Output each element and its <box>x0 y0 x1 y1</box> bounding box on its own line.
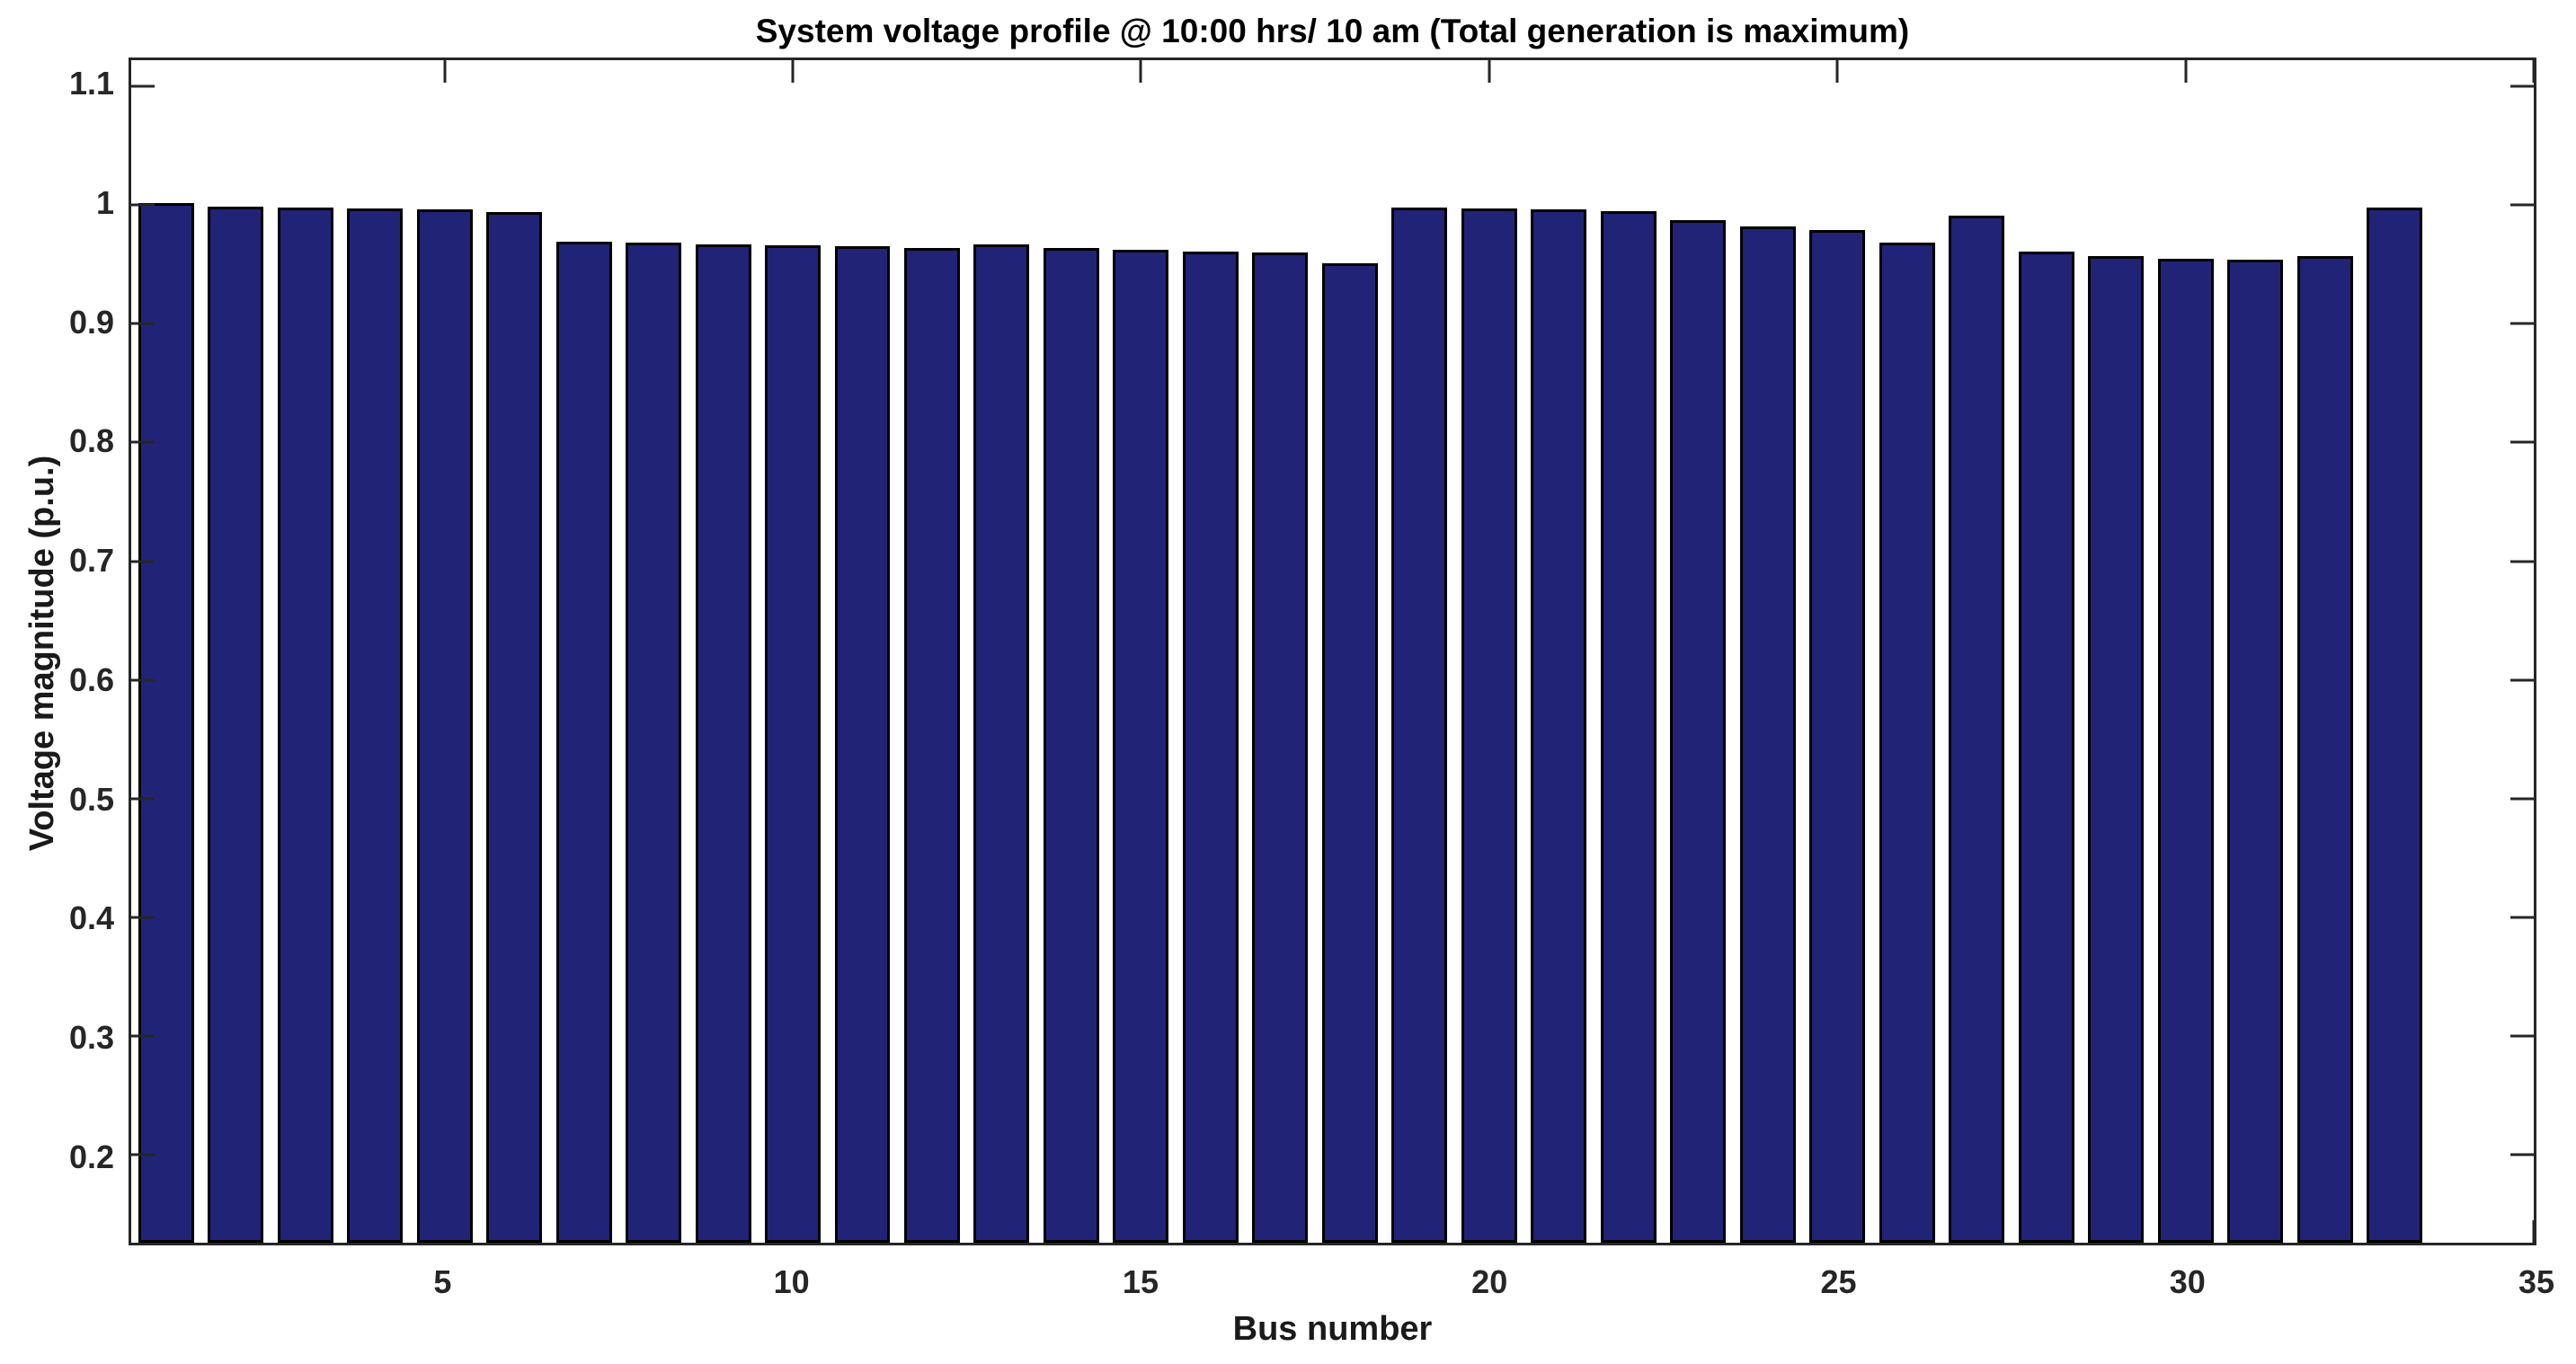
x-tick-label: 15 <box>1122 1263 1159 1300</box>
bar-bus-28 <box>2018 251 2074 1243</box>
bar-bus-19 <box>1391 207 1448 1243</box>
x-tick-label: 30 <box>2169 1263 2206 1300</box>
x-tick-mark <box>2532 1220 2536 1243</box>
x-tick-label: 35 <box>2518 1263 2555 1300</box>
bar-bus-6 <box>486 212 543 1243</box>
x-tick-mark <box>2184 60 2188 83</box>
bar-bus-14 <box>1043 247 1099 1243</box>
x-tick-label: 5 <box>433 1263 452 1300</box>
y-tick-label: 0.5 <box>68 780 114 818</box>
y-tick-mark <box>2510 560 2534 563</box>
bar-bus-30 <box>2157 258 2214 1243</box>
bar-bus-21 <box>1531 209 1587 1243</box>
bar-bus-24 <box>1739 226 1796 1243</box>
bar-bus-8 <box>626 243 682 1243</box>
y-tick-labels: 0.2 0.3 0.4 0.5 0.6 0.7 0.8 0.9 1 1.1 <box>0 0 114 1364</box>
bar-bus-31 <box>2227 259 2284 1243</box>
bar-bus-5 <box>416 209 473 1243</box>
y-tick-mark <box>2510 1153 2534 1156</box>
y-tick-label: 0.7 <box>68 542 114 580</box>
y-tick-mark <box>2510 678 2534 682</box>
x-tick-mark <box>1488 60 1491 83</box>
bar-bus-3 <box>277 207 333 1243</box>
y-tick-mark <box>131 1153 155 1156</box>
chart-title: System voltage profile @ 10:00 hrs/ 10 a… <box>755 13 1910 49</box>
bar-bus-26 <box>1879 243 1935 1243</box>
y-tick-label: 1 <box>95 183 114 221</box>
bar-bus-4 <box>347 208 404 1243</box>
bar-bus-12 <box>904 247 960 1243</box>
y-tick-mark <box>131 322 155 325</box>
x-tick-mark <box>1835 60 1839 83</box>
y-tick-label: 0.3 <box>68 1019 114 1057</box>
bar-bus-9 <box>695 244 751 1243</box>
bar-bus-25 <box>1809 229 1866 1243</box>
x-tick-mark <box>443 60 447 83</box>
y-tick-mark <box>2510 916 2534 919</box>
y-tick-label: 1.1 <box>68 65 114 102</box>
bar-bus-11 <box>834 246 891 1243</box>
bar-bus-16 <box>1182 251 1239 1243</box>
y-tick-mark <box>131 678 155 682</box>
x-tick-mark <box>2532 60 2536 83</box>
y-tick-label: 0.2 <box>68 1138 114 1175</box>
y-tick-label: 0.9 <box>68 303 114 341</box>
bar-bus-13 <box>973 244 1030 1243</box>
x-tick-mark <box>1139 60 1142 83</box>
y-tick-mark <box>131 440 155 444</box>
y-tick-mark <box>131 84 155 88</box>
bar-bus-1 <box>138 202 194 1243</box>
y-tick-mark <box>2510 203 2534 207</box>
plot-area <box>129 58 2536 1245</box>
y-tick-mark <box>131 797 155 801</box>
y-tick-mark <box>2510 322 2534 325</box>
y-tick-mark <box>2510 1034 2534 1038</box>
bar-bus-17 <box>1252 252 1309 1243</box>
bar-bus-15 <box>1113 250 1169 1243</box>
y-tick-mark <box>131 1034 155 1038</box>
y-tick-mark <box>131 203 155 207</box>
x-tick-label: 10 <box>773 1263 810 1300</box>
bar-bus-10 <box>765 245 822 1243</box>
bar-bus-22 <box>1600 210 1657 1243</box>
bar-bus-29 <box>2088 256 2145 1243</box>
bar-bus-2 <box>208 206 264 1243</box>
y-tick-label: 0.4 <box>68 899 114 937</box>
y-tick-label: 0.8 <box>68 422 114 460</box>
bar-bus-32 <box>2296 256 2353 1243</box>
y-tick-mark <box>2510 797 2534 801</box>
bar-bus-33 <box>2367 207 2423 1243</box>
x-tick-label: 20 <box>1471 1263 1508 1300</box>
x-tick-mark <box>791 60 795 83</box>
x-tick-label: 25 <box>1820 1263 1857 1300</box>
y-tick-mark <box>131 916 155 919</box>
bar-bus-7 <box>555 242 612 1243</box>
bar-bus-23 <box>1670 220 1727 1243</box>
y-tick-mark <box>131 560 155 563</box>
bar-bus-27 <box>1949 216 2005 1243</box>
y-tick-mark <box>2510 84 2534 88</box>
y-tick-label: 0.6 <box>68 660 114 698</box>
bar-bus-20 <box>1461 208 1517 1243</box>
x-axis-label: Bus number <box>1232 1310 1433 1348</box>
bar-bus-18 <box>1321 262 1378 1243</box>
y-tick-mark <box>2510 440 2534 444</box>
